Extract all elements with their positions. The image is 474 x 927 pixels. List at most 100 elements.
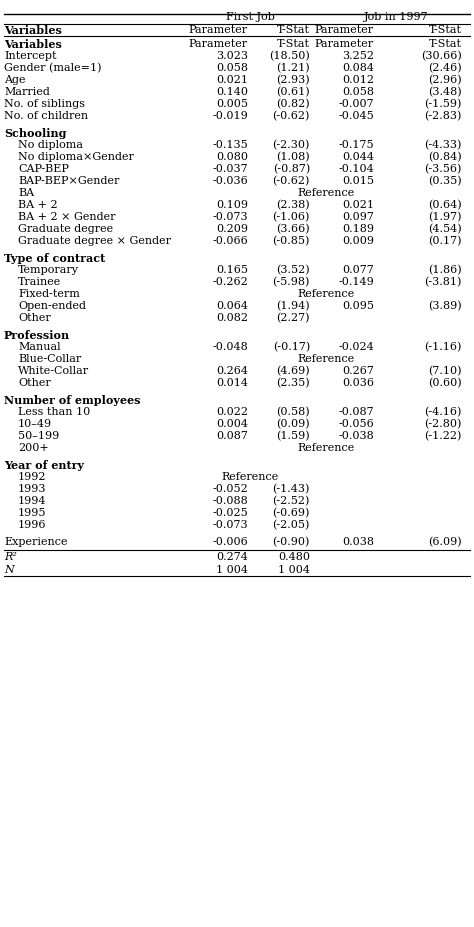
Text: 0.012: 0.012 bbox=[342, 75, 374, 85]
Text: 0.209: 0.209 bbox=[216, 224, 248, 234]
Text: 0.097: 0.097 bbox=[342, 212, 374, 222]
Text: -0.135: -0.135 bbox=[212, 140, 248, 150]
Text: -0.175: -0.175 bbox=[338, 140, 374, 150]
Text: (-1.16): (-1.16) bbox=[425, 342, 462, 352]
Text: 1996: 1996 bbox=[18, 520, 46, 530]
Text: (-5.98): (-5.98) bbox=[273, 277, 310, 287]
Text: -0.066: -0.066 bbox=[212, 236, 248, 246]
Text: -0.037: -0.037 bbox=[212, 164, 248, 174]
Text: Parameter: Parameter bbox=[315, 25, 374, 35]
Text: 0.038: 0.038 bbox=[342, 537, 374, 547]
Text: -0.149: -0.149 bbox=[338, 277, 374, 287]
Text: (-0.62): (-0.62) bbox=[273, 176, 310, 186]
Text: 0.084: 0.084 bbox=[342, 63, 374, 73]
Text: (-1.22): (-1.22) bbox=[425, 431, 462, 441]
Text: -0.073: -0.073 bbox=[212, 520, 248, 530]
Text: -0.088: -0.088 bbox=[212, 496, 248, 506]
Text: (18.50): (18.50) bbox=[269, 51, 310, 61]
Text: -0.262: -0.262 bbox=[212, 277, 248, 287]
Text: (0.64): (0.64) bbox=[428, 200, 462, 210]
Text: Reference: Reference bbox=[221, 472, 279, 482]
Text: Parameter: Parameter bbox=[189, 25, 248, 35]
Text: 0.044: 0.044 bbox=[342, 152, 374, 162]
Text: T-Stat: T-Stat bbox=[277, 39, 310, 49]
Text: (-0.90): (-0.90) bbox=[273, 537, 310, 547]
Text: T-Stat: T-Stat bbox=[429, 39, 462, 49]
Text: (1.94): (1.94) bbox=[276, 301, 310, 311]
Text: 0.267: 0.267 bbox=[342, 366, 374, 376]
Text: -0.038: -0.038 bbox=[338, 431, 374, 441]
Text: 0.058: 0.058 bbox=[216, 63, 248, 73]
Text: (3.52): (3.52) bbox=[276, 265, 310, 275]
Text: (2.38): (2.38) bbox=[276, 200, 310, 210]
Text: (-4.33): (-4.33) bbox=[425, 140, 462, 150]
Text: Schooling: Schooling bbox=[4, 128, 66, 138]
Text: 0.095: 0.095 bbox=[342, 301, 374, 311]
Text: 0.021: 0.021 bbox=[216, 75, 248, 85]
Text: (1.97): (1.97) bbox=[428, 212, 462, 222]
Text: Blue-Collar: Blue-Collar bbox=[18, 354, 81, 364]
Text: (0.82): (0.82) bbox=[276, 99, 310, 109]
Text: Married: Married bbox=[4, 87, 50, 97]
Text: (-0.69): (-0.69) bbox=[273, 508, 310, 518]
Text: 0.009: 0.009 bbox=[342, 236, 374, 246]
Text: Less than 10: Less than 10 bbox=[18, 407, 90, 417]
Text: -0.087: -0.087 bbox=[338, 407, 374, 417]
Text: -0.025: -0.025 bbox=[212, 508, 248, 518]
Text: -0.036: -0.036 bbox=[212, 176, 248, 186]
Text: -0.048: -0.048 bbox=[212, 342, 248, 352]
Text: (-2.83): (-2.83) bbox=[425, 111, 462, 121]
Text: 0.109: 0.109 bbox=[216, 200, 248, 210]
Text: 1995: 1995 bbox=[18, 508, 46, 518]
Text: Gender (male=1): Gender (male=1) bbox=[4, 63, 101, 73]
Text: White-Collar: White-Collar bbox=[18, 366, 89, 376]
Text: Number of employees: Number of employees bbox=[4, 395, 140, 405]
Text: (-0.85): (-0.85) bbox=[273, 235, 310, 247]
Text: 0.036: 0.036 bbox=[342, 378, 374, 388]
Text: -0.056: -0.056 bbox=[338, 419, 374, 429]
Text: (-1.43): (-1.43) bbox=[273, 484, 310, 494]
Text: (-1.59): (-1.59) bbox=[425, 99, 462, 109]
Text: No. of siblings: No. of siblings bbox=[4, 99, 85, 109]
Text: 50–199: 50–199 bbox=[18, 431, 59, 441]
Text: 0.014: 0.014 bbox=[216, 378, 248, 388]
Text: Other: Other bbox=[18, 313, 51, 323]
Text: (0.84): (0.84) bbox=[428, 152, 462, 162]
Text: (0.17): (0.17) bbox=[428, 235, 462, 247]
Text: (-2.52): (-2.52) bbox=[273, 496, 310, 506]
Text: 0.077: 0.077 bbox=[342, 265, 374, 275]
Text: (3.89): (3.89) bbox=[428, 301, 462, 311]
Text: (-2.30): (-2.30) bbox=[273, 140, 310, 150]
Text: 200+: 200+ bbox=[18, 443, 49, 453]
Text: Type of contract: Type of contract bbox=[4, 252, 105, 263]
Text: -0.019: -0.019 bbox=[212, 111, 248, 121]
Text: (1.86): (1.86) bbox=[428, 265, 462, 275]
Text: (7.10): (7.10) bbox=[428, 366, 462, 376]
Text: Parameter: Parameter bbox=[315, 39, 374, 49]
Text: Intercept: Intercept bbox=[4, 51, 56, 61]
Text: (-3.56): (-3.56) bbox=[425, 164, 462, 174]
Text: CAP-BEP: CAP-BEP bbox=[18, 164, 69, 174]
Text: (2.46): (2.46) bbox=[428, 63, 462, 73]
Text: -0.073: -0.073 bbox=[212, 212, 248, 222]
Text: Reference: Reference bbox=[297, 188, 355, 198]
Text: (0.58): (0.58) bbox=[276, 407, 310, 417]
Text: 1 004: 1 004 bbox=[216, 565, 248, 575]
Text: -0.024: -0.024 bbox=[338, 342, 374, 352]
Text: (3.48): (3.48) bbox=[428, 87, 462, 97]
Text: First Job: First Job bbox=[226, 12, 274, 22]
Text: R²: R² bbox=[4, 552, 17, 562]
Text: Reference: Reference bbox=[297, 443, 355, 453]
Text: BA + 2: BA + 2 bbox=[18, 200, 58, 210]
Text: 0.080: 0.080 bbox=[216, 152, 248, 162]
Text: -0.052: -0.052 bbox=[212, 484, 248, 494]
Text: 1994: 1994 bbox=[18, 496, 46, 506]
Text: -0.104: -0.104 bbox=[338, 164, 374, 174]
Text: Variables: Variables bbox=[4, 39, 62, 49]
Text: Temporary: Temporary bbox=[18, 265, 79, 275]
Text: (2.93): (2.93) bbox=[276, 75, 310, 85]
Text: BAP-BEP×Gender: BAP-BEP×Gender bbox=[18, 176, 119, 186]
Text: (1.59): (1.59) bbox=[276, 431, 310, 441]
Text: Graduate degree × Gender: Graduate degree × Gender bbox=[18, 236, 171, 246]
Text: (2.96): (2.96) bbox=[428, 75, 462, 85]
